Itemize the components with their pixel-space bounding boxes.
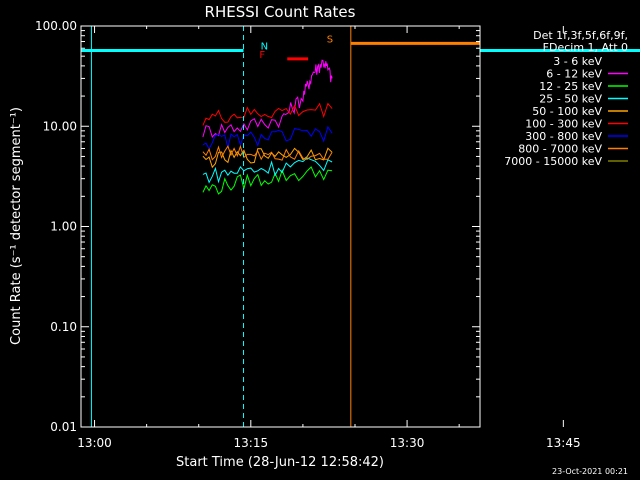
legend-label-3: 25 - 50 keV (539, 93, 602, 106)
legend-label-1: 6 - 12 keV (546, 68, 602, 81)
y-tick-label-3: 0.10 (50, 320, 77, 334)
series-line-12-25-kev-seg0 (202, 166, 333, 195)
series-line-25-50-kev-seg0 (202, 157, 333, 184)
y-axis-label: Count Rate (s⁻¹ detector segment⁻¹) (9, 107, 24, 345)
marker-layer (90, 26, 352, 427)
x-tick-label-1: 13:15 (234, 436, 269, 450)
interval-bar-label-0: N (261, 41, 268, 52)
series-line-100-300-kev-seg0 (202, 102, 333, 126)
legend-label-7: 800 - 7000 keV (518, 143, 602, 156)
axis-layer: 13:0013:1513:3013:4514:0014:1514:30100.0… (35, 19, 581, 450)
y-tick-label-0: 100.00 (35, 19, 77, 33)
legend-header-line-0: Det 1f,3f,5f,6f,9f, (533, 29, 628, 42)
interval-bar-label-3: F (259, 50, 265, 61)
series-line-300-800-kev-seg0 (202, 125, 333, 150)
interval-bar-label-1: S (327, 34, 333, 45)
legend-label-0: 3 - 6 keV (553, 55, 602, 68)
x-axis-label: Start Time (28-Jun-12 12:58:42) (176, 455, 384, 470)
series-layer (202, 59, 333, 211)
legend-label-5: 100 - 300 keV (525, 118, 602, 131)
chart-title: RHESSI Count Rates (205, 3, 356, 21)
series-line-6-12-kev-seg0 (202, 59, 333, 138)
series-line-50-100-kev-seg0 (202, 147, 333, 169)
legend: Det 1f,3f,5f,6f,9f,FDecim 1, Att 03 - 6 … (504, 29, 628, 168)
y-tick-label-4: 0.01 (50, 420, 77, 434)
x-tick-label-2: 13:30 (390, 436, 425, 450)
series-line-800-7000-kev-seg0 (202, 144, 333, 161)
x-tick-label-0: 13:00 (77, 436, 112, 450)
y-tick-label-1: 10.00 (43, 119, 77, 133)
x-tick-label-3: 13:45 (546, 436, 581, 450)
footer-timestamp: 23-Oct-2021 00:21 (552, 467, 628, 476)
interval-bar-layer: N S F (81, 34, 640, 61)
series-line-3-6-kev-seg0 (202, 160, 333, 211)
legend-label-8: 7000 - 15000 keV (504, 155, 602, 168)
y-tick-label-2: 1.00 (50, 220, 77, 234)
legend-header-line-1: FDecim 1, Att 0 (543, 41, 628, 54)
legend-label-2: 12 - 25 keV (539, 80, 602, 93)
legend-label-4: 50 - 100 keV (532, 105, 602, 118)
legend-label-6: 300 - 800 keV (525, 130, 602, 143)
